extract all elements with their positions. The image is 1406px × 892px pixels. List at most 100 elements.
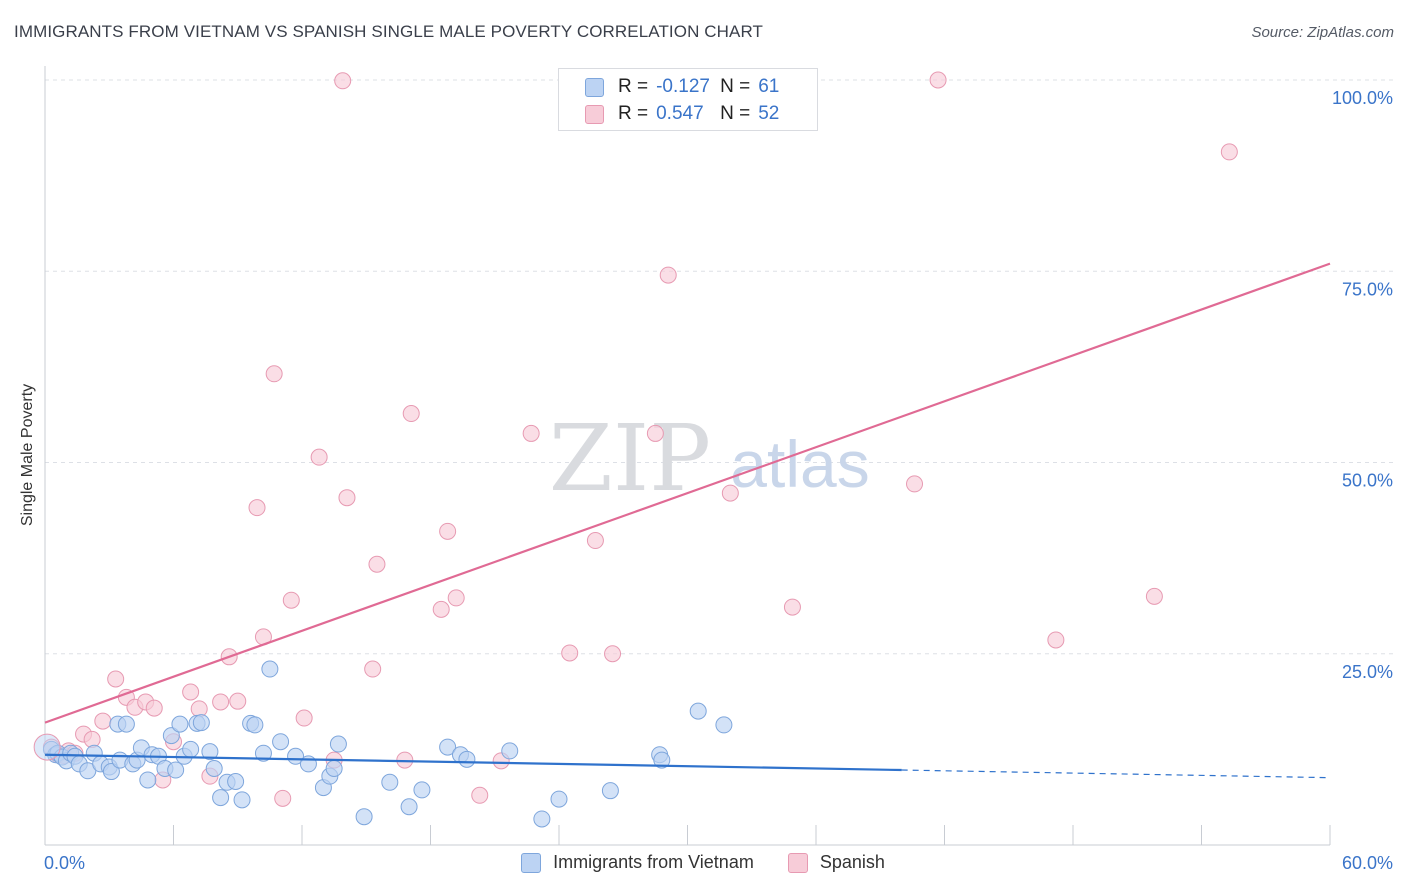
- vietnam-point: [192, 714, 210, 732]
- vietnam-points: [33, 660, 733, 828]
- spanish-point: [586, 532, 604, 550]
- legend-item-vietnam[interactable]: Immigrants from Vietnam: [521, 852, 754, 873]
- trend-lines: [44, 262, 1331, 779]
- vietnam-point: [400, 798, 418, 816]
- vietnam-point: [689, 702, 707, 720]
- spanish-point: [604, 645, 622, 663]
- vietnam-trend-extension: [901, 769, 1331, 779]
- gridlines: [45, 79, 1395, 655]
- n-label: N =: [720, 103, 751, 124]
- vietnam-point: [162, 727, 180, 745]
- spanish-point: [646, 424, 664, 442]
- spanish-point: [522, 424, 540, 442]
- vietnam-point: [501, 742, 519, 760]
- spanish-point: [659, 266, 677, 284]
- vietnam-point: [201, 743, 219, 761]
- vietnam-point: [458, 750, 476, 768]
- vietnam-point: [715, 716, 733, 734]
- spanish-point: [1220, 143, 1238, 161]
- tick-labels: 25.0% 50.0% 75.0% 100.0% 0.0% 60.0%: [44, 88, 1393, 873]
- spanish-swatch: [585, 104, 604, 124]
- vietnam-point: [139, 771, 157, 789]
- r-value: -0.127: [656, 76, 710, 97]
- stats-row-spanish: R = 0.547 N = 52: [585, 102, 779, 126]
- spanish-point: [334, 72, 352, 90]
- y-tick-label: 50.0%: [1342, 471, 1393, 491]
- spanish-point: [248, 499, 266, 517]
- vietnam-point: [167, 761, 185, 779]
- chart-title: IMMIGRANTS FROM VIETNAM VS SPANISH SINGL…: [14, 22, 764, 41]
- y-tick-label: 25.0%: [1342, 662, 1393, 682]
- spanish-trend-line: [44, 262, 1331, 724]
- vietnam-point: [653, 751, 671, 769]
- vietnam-point: [205, 760, 223, 777]
- vietnam-point: [355, 808, 373, 826]
- vietnam-point: [182, 740, 200, 758]
- spanish-point: [295, 709, 313, 727]
- vietnam-point: [601, 782, 619, 800]
- spanish-point: [107, 670, 125, 688]
- r-value: 0.547: [656, 103, 704, 124]
- spanish-point: [274, 789, 292, 807]
- spanish-point: [447, 589, 465, 607]
- spanish-point: [338, 489, 356, 507]
- axes: [44, 66, 1331, 846]
- r-label: R =: [618, 103, 649, 124]
- spanish-point: [721, 484, 739, 502]
- legend-label-spanish: Spanish: [819, 852, 885, 872]
- vietnam-point: [439, 738, 457, 756]
- vietnam-point: [254, 744, 272, 762]
- vietnam-point: [246, 716, 264, 734]
- spanish-point: [561, 644, 579, 662]
- legend-label-vietnam: Immigrants from Vietnam: [553, 852, 754, 872]
- vietnam-swatch: [585, 77, 604, 97]
- spanish-point: [929, 71, 947, 89]
- spanish-point: [402, 405, 420, 423]
- n-label: N =: [720, 76, 751, 97]
- vietnam-point: [272, 733, 290, 751]
- watermark: ZIP atlas: [549, 405, 870, 512]
- series-legend: Immigrants from Vietnam Spanish: [0, 852, 1406, 873]
- spanish-point: [471, 786, 489, 804]
- x-tick-label-max: 60.0%: [1342, 853, 1393, 873]
- spanish-point: [364, 660, 382, 678]
- vietnam-point: [233, 791, 251, 809]
- watermark-atlas: atlas: [730, 427, 869, 501]
- spanish-point: [229, 692, 247, 710]
- vietnam-point: [533, 810, 551, 828]
- vietnam-point: [117, 715, 135, 733]
- legend-item-spanish[interactable]: Spanish: [787, 852, 885, 873]
- source-label: Source: ZipAtlas.com: [1251, 24, 1394, 41]
- spanish-point: [1145, 587, 1163, 605]
- stats-row-vietnam: R = -0.127 N = 61: [585, 75, 779, 99]
- vietnam-swatch: [521, 852, 542, 873]
- vietnam-point: [329, 735, 347, 753]
- vietnam-point: [102, 763, 120, 781]
- spanish-point: [282, 591, 300, 609]
- spanish-point: [783, 598, 801, 616]
- spanish-swatch: [787, 852, 808, 873]
- vietnam-point: [381, 773, 399, 791]
- vietnam-point: [325, 760, 343, 777]
- vietnam-point: [550, 790, 568, 808]
- vietnam-point: [413, 781, 431, 799]
- spanish-point: [439, 522, 457, 540]
- n-value: 52: [758, 103, 780, 124]
- y-tick-label: 100.0%: [1332, 88, 1393, 108]
- spanish-point: [182, 683, 200, 701]
- spanish-point: [94, 712, 112, 730]
- spanish-point: [310, 448, 328, 466]
- spanish-point: [1047, 631, 1065, 649]
- spanish-point: [432, 600, 450, 618]
- vietnam-point: [261, 660, 279, 678]
- spanish-point: [368, 555, 386, 573]
- vietnam-cluster-point: [33, 733, 61, 761]
- spanish-point: [145, 699, 163, 717]
- x-tick-label-min: 0.0%: [44, 853, 85, 873]
- spanish-point: [265, 365, 283, 383]
- vietnam-trend-line: [44, 753, 902, 772]
- y-tick-label: 75.0%: [1342, 279, 1393, 299]
- watermark-zip: ZIP: [549, 405, 711, 512]
- spanish-point: [906, 475, 924, 493]
